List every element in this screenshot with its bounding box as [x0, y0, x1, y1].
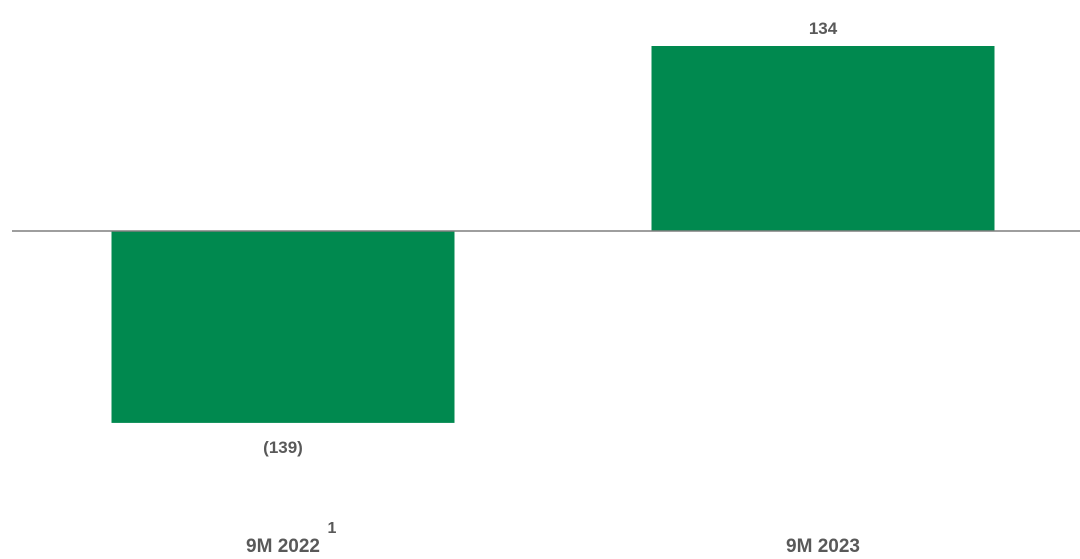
category-label: 9M 2023: [786, 536, 860, 554]
bar-9m-2022: [111, 231, 455, 423]
data-label: (139): [263, 438, 303, 457]
data-label: 134: [809, 19, 838, 38]
category-label: 9M 2022: [246, 536, 320, 554]
footnote-marker: 1: [328, 520, 337, 537]
bar-9m-2023: [651, 46, 995, 231]
